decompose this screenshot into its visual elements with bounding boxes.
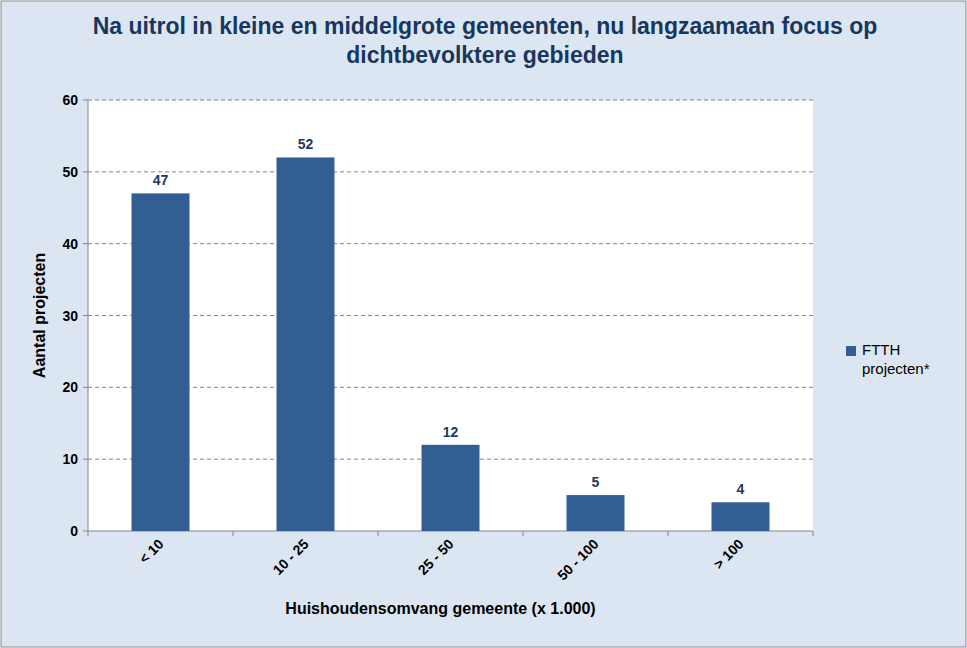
x-tick <box>88 531 89 536</box>
y-tick <box>83 387 88 388</box>
legend-label: FTTH projecten* <box>862 340 952 378</box>
x-tick-label: 25 - 50 <box>414 536 456 578</box>
y-tick <box>83 315 88 316</box>
y-tick-label: 20 <box>62 379 78 395</box>
y-tick <box>83 171 88 172</box>
bar <box>422 445 480 531</box>
y-tick <box>83 100 88 101</box>
y-tick-label: 50 <box>62 164 78 180</box>
x-tick-label: < 10 <box>136 536 167 567</box>
data-label: 5 <box>592 474 600 490</box>
x-tick-label: > 100 <box>710 536 747 573</box>
bars <box>132 157 770 531</box>
y-tick-label: 30 <box>62 308 78 324</box>
bar <box>712 502 770 531</box>
data-label: 12 <box>443 424 459 440</box>
grid-line <box>88 171 813 172</box>
bar <box>567 495 625 531</box>
grid-line <box>88 387 813 388</box>
y-tick <box>83 531 88 532</box>
data-label: 4 <box>737 481 745 497</box>
y-axis <box>88 100 89 531</box>
y-tick-label: 10 <box>62 451 78 467</box>
grid-line <box>88 243 813 244</box>
x-tick-label: 50 - 100 <box>554 536 602 584</box>
bar <box>277 157 335 531</box>
background <box>1 1 966 647</box>
legend-swatch <box>846 346 856 356</box>
x-tick-label: 10 - 25 <box>269 536 311 578</box>
grid-line <box>88 100 813 101</box>
y-tick-label: 60 <box>62 92 78 108</box>
plot-area <box>88 100 813 531</box>
grid-line <box>88 315 813 316</box>
x-tick <box>523 531 524 536</box>
y-tick <box>83 459 88 460</box>
y-axis-title: Aantal projecten <box>31 253 48 378</box>
x-tick <box>233 531 234 536</box>
data-label: 47 <box>153 172 169 188</box>
x-tick <box>668 531 669 536</box>
data-label: 52 <box>298 136 314 152</box>
x-tick <box>813 531 814 536</box>
chart-title: Na uitrol in kleine en middelgrote gemee… <box>90 12 880 70</box>
x-tick <box>378 531 379 536</box>
chart-svg: 0 10 20 30 40 50 60 47 52 12 5 4 < 10 10 - 25 25 - 50 5… <box>0 0 967 648</box>
y-tick <box>83 243 88 244</box>
chart-wrap: 0 10 20 30 40 50 60 47 52 12 5 4 < 10 10 - 25 25 - 50 5… <box>0 0 967 648</box>
x-axis-title: Huishoudensomvang gemeente (x 1.000) <box>285 600 595 617</box>
y-tick-label: 40 <box>62 236 78 252</box>
y-tick-label: 0 <box>70 523 78 539</box>
bar <box>132 193 190 531</box>
